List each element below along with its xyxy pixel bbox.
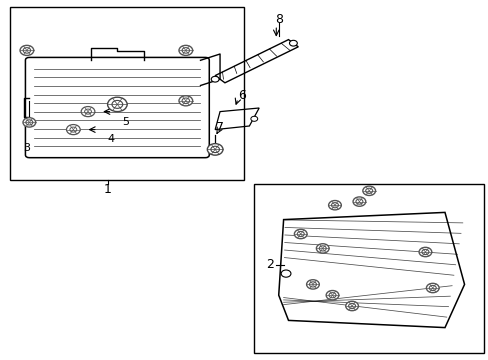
Text: 3: 3: [23, 143, 30, 153]
Text: 7: 7: [216, 121, 224, 134]
Circle shape: [426, 283, 438, 293]
Text: 8: 8: [274, 13, 282, 26]
Circle shape: [182, 98, 189, 104]
Circle shape: [418, 247, 431, 257]
Circle shape: [210, 146, 219, 153]
Circle shape: [362, 186, 375, 195]
Circle shape: [297, 231, 304, 237]
Bar: [254, 184, 483, 353]
Circle shape: [26, 120, 33, 125]
Circle shape: [319, 246, 325, 251]
Circle shape: [281, 270, 290, 277]
Circle shape: [20, 45, 34, 55]
Circle shape: [345, 301, 358, 311]
Circle shape: [428, 285, 435, 291]
Circle shape: [328, 201, 341, 210]
Circle shape: [306, 280, 319, 289]
Circle shape: [421, 249, 428, 255]
Circle shape: [84, 109, 91, 114]
Circle shape: [211, 76, 219, 82]
Circle shape: [112, 100, 122, 108]
Circle shape: [23, 48, 31, 53]
Text: 4: 4: [107, 134, 115, 144]
Circle shape: [182, 48, 189, 53]
Circle shape: [179, 96, 192, 106]
Circle shape: [328, 293, 335, 298]
Circle shape: [309, 282, 316, 287]
Circle shape: [66, 125, 80, 135]
Circle shape: [250, 116, 257, 121]
Circle shape: [325, 291, 338, 300]
Text: 6: 6: [238, 89, 245, 102]
Circle shape: [70, 127, 77, 132]
Text: 5: 5: [122, 117, 129, 127]
Circle shape: [23, 118, 36, 127]
Circle shape: [365, 188, 372, 193]
Bar: [10, 7, 244, 180]
Circle shape: [316, 244, 328, 253]
Circle shape: [107, 97, 127, 112]
Circle shape: [355, 199, 362, 204]
Circle shape: [352, 197, 365, 206]
Text: 2: 2: [266, 258, 274, 271]
Circle shape: [331, 203, 338, 208]
Circle shape: [81, 107, 95, 117]
Circle shape: [179, 45, 192, 55]
Circle shape: [207, 144, 223, 155]
Circle shape: [289, 40, 297, 46]
Text: 1: 1: [103, 183, 111, 195]
Circle shape: [348, 303, 355, 309]
Circle shape: [294, 229, 306, 239]
